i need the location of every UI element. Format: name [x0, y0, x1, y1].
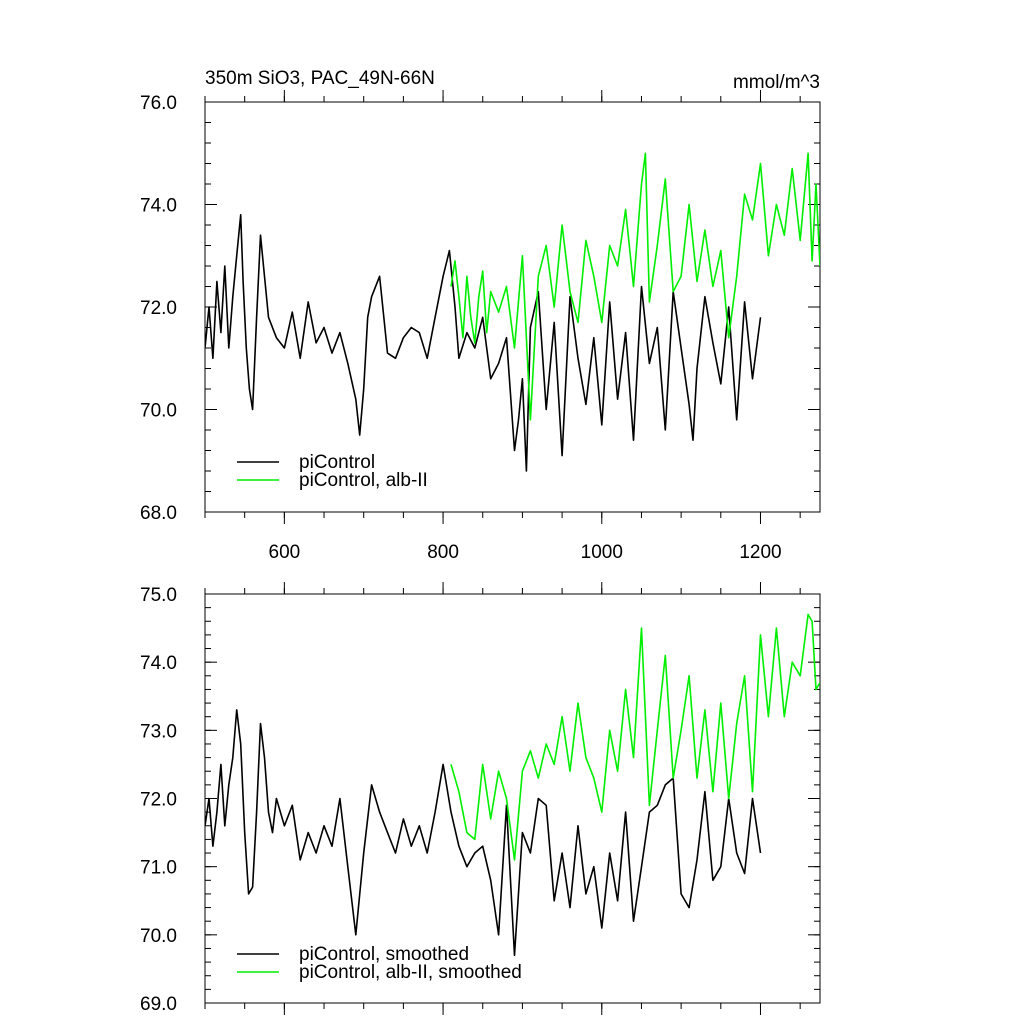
top-panel: 68.0 70.0 72.0 74.0 76.0 600 800 1000 1200 350m S… [140, 68, 821, 563]
legend-label: piControl, alb-II [299, 470, 428, 491]
series-line-black [205, 214, 762, 472]
x-tick-label: 1000 [581, 542, 623, 563]
series-line-green [450, 613, 820, 861]
y-tick-label: 75.0 [140, 585, 177, 606]
plot-frame [204, 101, 821, 513]
legend-label: piControl, alb-II, smoothed [299, 962, 522, 983]
series-line-black [205, 709, 762, 957]
bottom-panel: 69.0 70.0 71.0 72.0 73.0 74.0 75.0 piControl, s… [140, 582, 821, 1015]
y-tick-label: 70.0 [140, 926, 177, 947]
y-tick-label: 68.0 [140, 503, 177, 524]
y-tick-label: 73.0 [140, 721, 177, 742]
legend-label: piControl, smoothed [299, 944, 469, 965]
chart-title: 350m SiO3, PAC_49N-66N [205, 68, 435, 89]
y-tick-label: 71.0 [140, 858, 177, 879]
y-tick-label: 72.0 [140, 298, 177, 319]
y-tick-label: 74.0 [140, 653, 177, 674]
y-tick-label: 72.0 [140, 790, 177, 811]
plot-frame [204, 593, 821, 1004]
y-tick-label: 70.0 [140, 401, 177, 422]
x-tick-label: 1200 [739, 542, 781, 563]
legend-label: piControl [299, 452, 375, 473]
units-label: mmol/m^3 [733, 72, 820, 93]
x-tick-label: 600 [269, 542, 301, 563]
series-line-green [450, 152, 820, 421]
x-tick-label: 800 [427, 542, 459, 563]
y-tick-label: 74.0 [140, 196, 177, 217]
y-tick-label: 69.0 [140, 994, 177, 1015]
y-tick-label: 76.0 [140, 93, 177, 114]
